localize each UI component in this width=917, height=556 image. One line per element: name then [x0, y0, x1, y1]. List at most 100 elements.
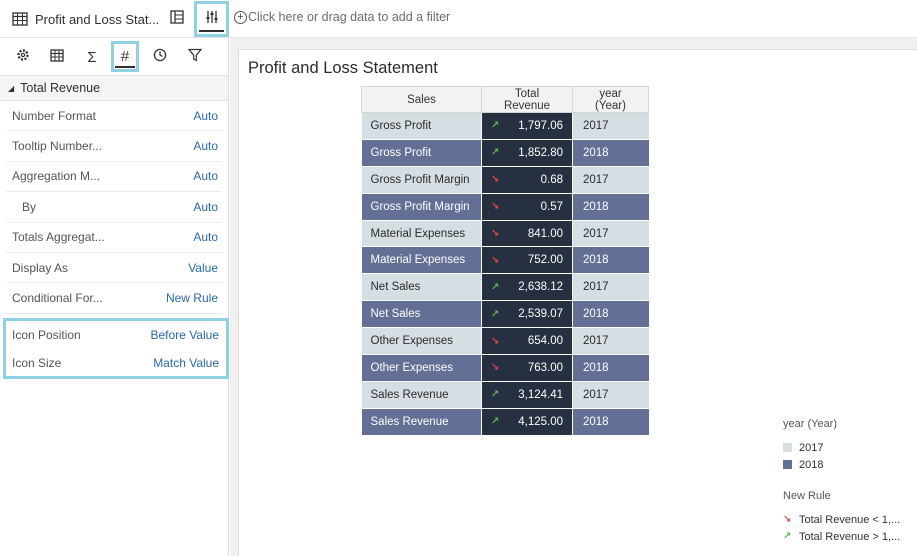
cell-year[interactable]: 2018	[572, 300, 649, 328]
cell-total-revenue[interactable]: ↗ 3,124.41	[481, 380, 573, 409]
property-row-number-format[interactable]: Number Format Auto	[6, 101, 222, 132]
cell-total-revenue[interactable]: ↘ 841.00	[481, 219, 573, 247]
tab-table[interactable]	[44, 44, 70, 70]
property-row-display-as[interactable]: Display As Value	[6, 253, 222, 284]
table-row[interactable]: Sales Revenue ↗ 4,125.00 2018	[361, 407, 649, 436]
tab-time[interactable]	[147, 44, 173, 70]
table-row[interactable]: Net Sales ↗ 2,638.12 2017	[361, 273, 649, 301]
section-header-total-revenue[interactable]: ◢ Total Revenue	[0, 76, 228, 101]
cell-total-revenue[interactable]: ↘ 654.00	[481, 327, 573, 355]
property-row-aggregation-method[interactable]: Aggregation M... Auto	[6, 162, 222, 193]
cell-sales[interactable]: Gross Profit Margin	[361, 192, 482, 221]
table-row[interactable]: Other Expenses ↘ 654.00 2017	[361, 327, 649, 355]
table-row[interactable]: Net Sales ↗ 2,539.07 2018	[361, 300, 649, 328]
legend-rule-down[interactable]: ↘ Total Revenue < 1,...	[783, 511, 900, 528]
cell-sales[interactable]: Sales Revenue	[361, 380, 482, 409]
cell-sales[interactable]: Material Expenses	[361, 246, 482, 274]
cell-year[interactable]: 2018	[572, 192, 649, 221]
property-row-icon-position[interactable]: Icon Position Before Value	[6, 321, 226, 349]
legend-swatch	[783, 460, 792, 469]
column-header-sales[interactable]: Sales	[361, 86, 482, 113]
property-value[interactable]: Auto	[193, 108, 218, 123]
table-row[interactable]: Gross Profit Margin ↘ 0.68 2017	[361, 165, 649, 194]
properties-panel-button[interactable]	[194, 1, 229, 37]
cell-total-revenue[interactable]: ↘ 0.57	[481, 192, 573, 221]
cell-sales[interactable]: Gross Profit	[361, 112, 482, 140]
cell-total-revenue[interactable]: ↗ 2,638.12	[481, 273, 573, 301]
cell-year[interactable]: 2017	[572, 380, 649, 409]
property-row-conditional-formatting[interactable]: Conditional For... New Rule	[6, 283, 222, 314]
table-row[interactable]: Material Expenses ↘ 752.00 2018	[361, 246, 649, 274]
property-value[interactable]: Auto	[193, 169, 218, 184]
filter-placeholder-text: Click here or drag data to add a filter	[248, 10, 451, 24]
property-value[interactable]: Auto	[193, 139, 218, 154]
clock-icon	[153, 48, 167, 66]
tab-totals[interactable]: Σ	[79, 44, 105, 70]
trend-up-icon: ↗	[491, 147, 500, 159]
column-header-year[interactable]: year (Year)	[572, 86, 649, 113]
property-row-icon-size[interactable]: Icon Size Match Value	[6, 349, 226, 377]
cell-year[interactable]: 2017	[572, 273, 649, 301]
legend-item-2018[interactable]: 2018	[783, 456, 900, 473]
property-row-by[interactable]: By Auto	[6, 192, 222, 223]
table-row[interactable]: Gross Profit ↗ 1,797.06 2017	[361, 112, 649, 140]
visualization-title-area[interactable]: Profit and Loss Stat...	[0, 0, 193, 38]
property-label: By	[22, 199, 37, 214]
trend-down-icon: ↘	[491, 335, 500, 347]
cell-sales[interactable]: Material Expenses	[361, 219, 482, 247]
cell-year[interactable]: 2017	[572, 112, 649, 140]
property-value[interactable]: Auto	[193, 199, 218, 214]
cell-total-revenue[interactable]: ↗ 1,797.06	[481, 112, 573, 140]
legend-label: 2018	[799, 458, 824, 471]
cell-year[interactable]: 2018	[572, 354, 649, 382]
property-value[interactable]: New Rule	[165, 291, 218, 306]
table-row[interactable]: Sales Revenue ↗ 3,124.41 2017	[361, 380, 649, 409]
cell-total-revenue[interactable]: ↘ 752.00	[481, 246, 573, 274]
cell-year[interactable]: 2017	[572, 165, 649, 194]
tab-general[interactable]	[10, 44, 36, 70]
cell-sales[interactable]: Gross Profit	[361, 138, 482, 167]
tab-number-format[interactable]: #	[111, 41, 139, 72]
cell-sales[interactable]: Sales Revenue	[361, 407, 482, 436]
revenue-value: 4,125.00	[518, 415, 563, 428]
table-icon	[50, 48, 64, 66]
cell-year[interactable]: 2018	[572, 407, 649, 436]
gear-icon	[16, 48, 30, 66]
cell-year[interactable]: 2017	[572, 327, 649, 355]
property-row-tooltip-number[interactable]: Tooltip Number... Auto	[6, 131, 222, 162]
column-header-total-revenue[interactable]: Total Revenue	[481, 86, 573, 113]
trend-down-icon: ↘	[491, 228, 500, 239]
table-row[interactable]: Gross Profit Margin ↘ 0.57 2018	[361, 192, 649, 221]
property-value[interactable]: Match Value	[153, 356, 219, 370]
table-row[interactable]: Other Expenses ↘ 763.00 2018	[361, 354, 649, 382]
property-value[interactable]: Auto	[193, 230, 218, 245]
cell-sales[interactable]: Other Expenses	[361, 327, 482, 355]
property-value[interactable]: Value	[188, 260, 218, 275]
legend-item-2017[interactable]: 2017	[783, 439, 900, 456]
tab-filters[interactable]	[182, 44, 208, 70]
cell-total-revenue[interactable]: ↗ 4,125.00	[481, 407, 573, 436]
cell-sales[interactable]: Net Sales	[361, 273, 482, 301]
cell-year[interactable]: 2018	[572, 246, 649, 274]
filter-drop-zone[interactable]: + Click here or drag data to add a filte…	[234, 10, 450, 24]
grammar-panel-button[interactable]	[166, 8, 188, 30]
table-row[interactable]: Gross Profit ↗ 1,852.80 2018	[361, 138, 649, 167]
cell-sales[interactable]: Net Sales	[361, 300, 482, 328]
cell-sales[interactable]: Gross Profit Margin	[361, 165, 482, 194]
cell-total-revenue[interactable]: ↗ 1,852.80	[481, 138, 573, 167]
cell-sales[interactable]: Other Expenses	[361, 354, 482, 382]
cell-year[interactable]: 2018	[572, 138, 649, 167]
legend-swatch	[783, 443, 792, 452]
table-row[interactable]: Material Expenses ↘ 841.00 2017	[361, 219, 649, 247]
trend-down-icon: ↘	[491, 362, 500, 374]
cell-total-revenue[interactable]: ↘ 763.00	[481, 354, 573, 382]
property-value[interactable]: Before Value	[150, 328, 220, 342]
cell-total-revenue[interactable]: ↘ 0.68	[481, 165, 573, 194]
cell-total-revenue[interactable]: ↗ 2,539.07	[481, 300, 573, 328]
property-label: Conditional For...	[12, 291, 103, 306]
cell-year[interactable]: 2017	[572, 219, 649, 247]
visualization-container[interactable]: Profit and Loss Statement Sales Total Re…	[238, 49, 917, 556]
trend-down-icon: ↘	[491, 254, 500, 266]
property-row-totals-aggregation[interactable]: Totals Aggregat... Auto	[6, 223, 222, 253]
legend-rule-up[interactable]: ↗ Total Revenue > 1,...	[783, 528, 900, 545]
